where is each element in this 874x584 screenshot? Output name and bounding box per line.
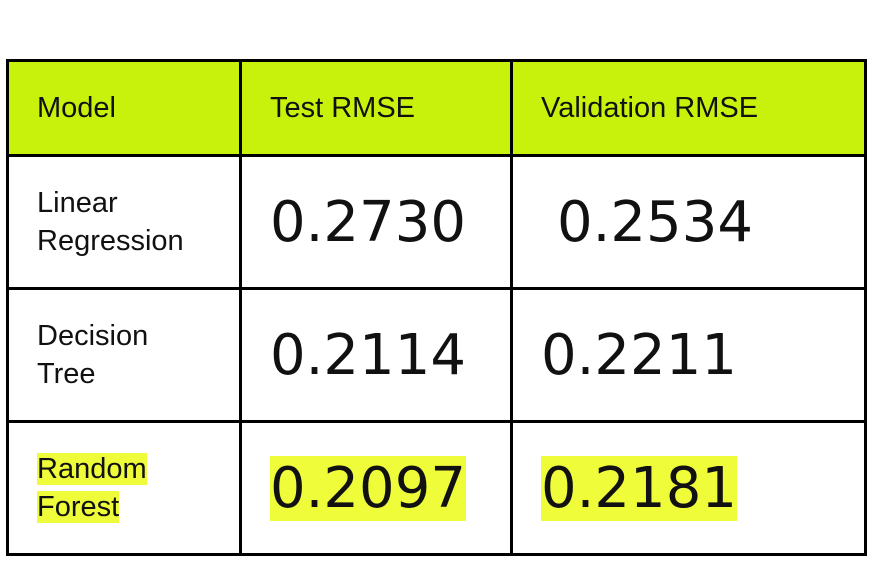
test-rmse: 0.2114 (270, 322, 466, 388)
validation-rmse: 0.2211 (541, 322, 737, 388)
table-row: Linear Regression 0.2730 0.2534 (6, 154, 867, 290)
test-rmse: 0.2730 (270, 189, 466, 255)
model-cell: Decision Tree (6, 287, 242, 423)
value-cell: 0.2181 (510, 420, 867, 556)
results-table: Model Test RMSE Validation RMSE Linear R… (6, 59, 867, 556)
value-cell: 0.2114 (239, 287, 513, 423)
value-cell: 0.2534 (510, 154, 867, 290)
value-cell: 0.2730 (239, 154, 513, 290)
value-cell: 0.2097 (239, 420, 513, 556)
model-name: Linear Regression (37, 187, 184, 257)
test-rmse: 0.2097 (270, 455, 466, 521)
model-name: Decision Tree (37, 320, 149, 390)
header-row: Model Test RMSE Validation RMSE (6, 59, 867, 157)
table-row: Decision Tree 0.2114 0.2211 (6, 287, 867, 423)
model-cell: Random Forest (6, 420, 242, 556)
model-cell: Linear Regression (6, 154, 242, 290)
header-cell: Validation RMSE (510, 59, 867, 157)
validation-rmse: 0.2534 (557, 189, 753, 255)
header-cell: Model (6, 59, 242, 157)
highlighted-text: Random Forest (37, 453, 147, 523)
value-cell: 0.2211 (510, 287, 867, 423)
table-row: Random Forest 0.2097 0.2181 (6, 420, 867, 556)
model-name: Random Forest (37, 450, 197, 526)
validation-rmse: 0.2181 (541, 455, 737, 521)
header-cell: Test RMSE (239, 59, 513, 157)
